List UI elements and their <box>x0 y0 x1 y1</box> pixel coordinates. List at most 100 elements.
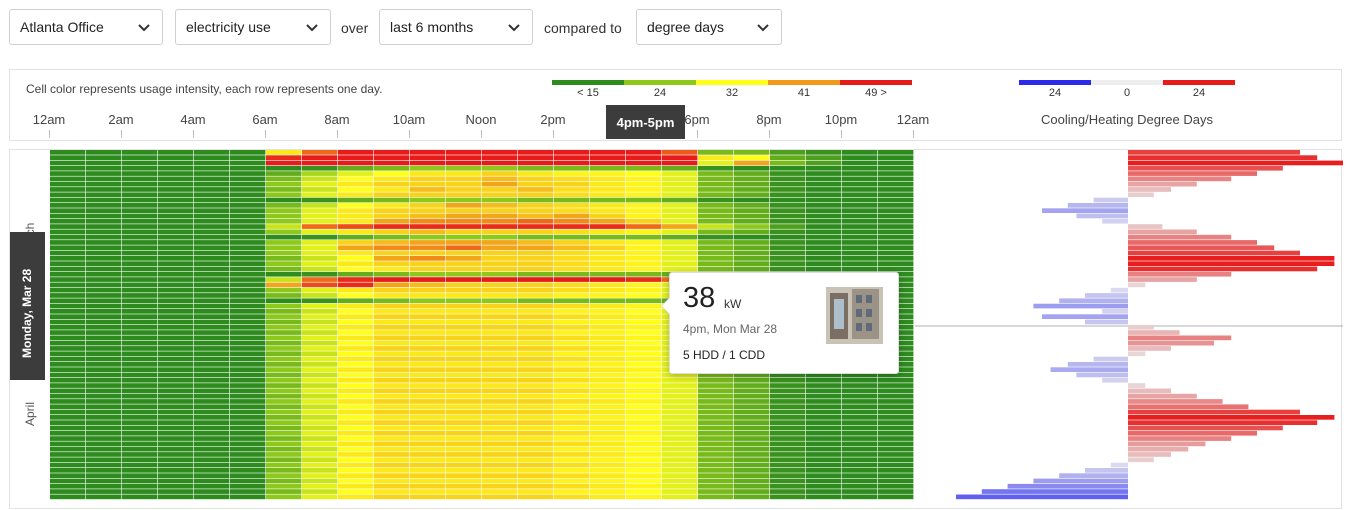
heatmap-cell[interactable] <box>806 250 842 256</box>
heatmap-cell[interactable] <box>50 446 86 452</box>
heatmap-cell[interactable] <box>878 420 914 425</box>
heatmap-cell[interactable] <box>338 192 374 198</box>
heatmap-cell[interactable] <box>554 282 590 288</box>
heatmap-cell[interactable] <box>446 483 482 489</box>
heatmap-cell[interactable] <box>122 271 158 277</box>
heatmap-cell[interactable] <box>770 388 806 394</box>
heatmap-cell[interactable] <box>446 425 482 431</box>
heatmap-cell[interactable] <box>590 399 626 404</box>
heatmap-cell[interactable] <box>194 362 230 367</box>
heatmap-cell[interactable] <box>770 197 806 203</box>
heatmap-cell[interactable] <box>590 324 626 330</box>
heatmap-cell[interactable] <box>230 468 266 473</box>
heatmap-cell[interactable] <box>590 468 626 473</box>
heatmap-cell[interactable] <box>590 356 626 362</box>
heatmap-cell[interactable] <box>50 324 86 330</box>
heatmap-cell[interactable] <box>806 377 842 383</box>
heatmap-cell[interactable] <box>806 229 842 235</box>
heatmap-cell[interactable] <box>806 383 842 388</box>
heatmap-cell[interactable] <box>554 430 590 436</box>
heatmap-cell[interactable] <box>230 197 266 203</box>
heatmap-cell[interactable] <box>230 404 266 410</box>
heatmap-cell[interactable] <box>482 234 518 240</box>
heatmap-cell[interactable] <box>302 277 338 282</box>
heatmap-cell[interactable] <box>590 372 626 378</box>
heatmap-cell[interactable] <box>410 404 446 410</box>
heatmap-cell[interactable] <box>266 282 302 288</box>
heatmap-cell[interactable] <box>626 187 662 192</box>
heatmap-cell[interactable] <box>230 282 266 288</box>
heatmap-cell[interactable] <box>482 367 518 372</box>
heatmap-cell[interactable] <box>338 287 374 293</box>
heatmap-cell[interactable] <box>554 330 590 335</box>
heatmap-cell[interactable] <box>878 229 914 235</box>
heatmap-cell[interactable] <box>662 436 698 441</box>
heatmap-cell[interactable] <box>590 229 626 235</box>
heatmap-cell[interactable] <box>194 399 230 404</box>
heatmap-cell[interactable] <box>374 377 410 383</box>
heatmap-cell[interactable] <box>518 478 554 484</box>
heatmap-cell[interactable] <box>446 165 482 171</box>
heatmap-cell[interactable] <box>446 335 482 341</box>
heatmap-cell[interactable] <box>50 298 86 304</box>
heatmap-cell[interactable] <box>878 425 914 431</box>
heatmap-cell[interactable] <box>374 250 410 256</box>
heatmap-cell[interactable] <box>590 441 626 447</box>
heatmap-cell[interactable] <box>482 218 518 224</box>
heatmap-cell[interactable] <box>590 171 626 176</box>
heatmap-cell[interactable] <box>158 346 194 351</box>
heatmap-cell[interactable] <box>302 335 338 341</box>
heatmap-cell[interactable] <box>158 430 194 436</box>
heatmap-cell[interactable] <box>554 452 590 457</box>
heatmap-cell[interactable] <box>374 224 410 229</box>
heatmap-cell[interactable] <box>662 229 698 235</box>
heatmap-cell[interactable] <box>446 383 482 388</box>
heatmap-cell[interactable] <box>518 176 554 182</box>
heatmap-cell[interactable] <box>734 441 770 447</box>
heatmap-cell[interactable] <box>446 261 482 266</box>
heatmap-cell[interactable] <box>878 446 914 452</box>
heatmap-cell[interactable] <box>338 404 374 410</box>
heatmap-cell[interactable] <box>338 150 374 155</box>
heatmap-cell[interactable] <box>446 346 482 351</box>
heatmap-cell[interactable] <box>374 330 410 335</box>
heatmap-cell[interactable] <box>518 150 554 155</box>
heatmap-cell[interactable] <box>842 165 878 171</box>
heatmap-cell[interactable] <box>50 150 86 155</box>
heatmap-cell[interactable] <box>662 377 698 383</box>
heatmap-cell[interactable] <box>446 203 482 208</box>
heatmap-cell[interactable] <box>302 165 338 171</box>
heatmap-cell[interactable] <box>338 335 374 341</box>
heatmap-cell[interactable] <box>374 335 410 341</box>
heatmap-cell[interactable] <box>158 409 194 415</box>
heatmap-cell[interactable] <box>266 430 302 436</box>
heatmap-cell[interactable] <box>410 234 446 240</box>
heatmap-cell[interactable] <box>158 271 194 277</box>
heatmap-cell[interactable] <box>734 415 770 420</box>
heatmap-cell[interactable] <box>158 208 194 213</box>
heatmap-cell[interactable] <box>338 409 374 415</box>
heatmap-cell[interactable] <box>194 346 230 351</box>
heatmap-cell[interactable] <box>842 372 878 378</box>
heatmap-cell[interactable] <box>590 457 626 463</box>
heatmap-cell[interactable] <box>230 430 266 436</box>
heatmap-cell[interactable] <box>446 277 482 282</box>
heatmap-cell[interactable] <box>266 218 302 224</box>
heatmap-cell[interactable] <box>698 399 734 404</box>
heatmap-cell[interactable] <box>266 330 302 335</box>
heatmap-cell[interactable] <box>698 478 734 484</box>
heatmap-cell[interactable] <box>374 150 410 155</box>
heatmap-cell[interactable] <box>302 494 338 500</box>
heatmap-cell[interactable] <box>662 192 698 198</box>
heatmap-cell[interactable] <box>338 388 374 394</box>
heatmap-cell[interactable] <box>374 176 410 182</box>
heatmap-cell[interactable] <box>86 452 122 457</box>
heatmap-cell[interactable] <box>446 404 482 410</box>
heatmap-cell[interactable] <box>230 340 266 346</box>
heatmap-cell[interactable] <box>50 176 86 182</box>
heatmap-cell[interactable] <box>338 351 374 357</box>
heatmap-cell[interactable] <box>230 372 266 378</box>
heatmap-cell[interactable] <box>554 346 590 351</box>
heatmap-cell[interactable] <box>770 468 806 473</box>
heatmap-cell[interactable] <box>806 457 842 463</box>
